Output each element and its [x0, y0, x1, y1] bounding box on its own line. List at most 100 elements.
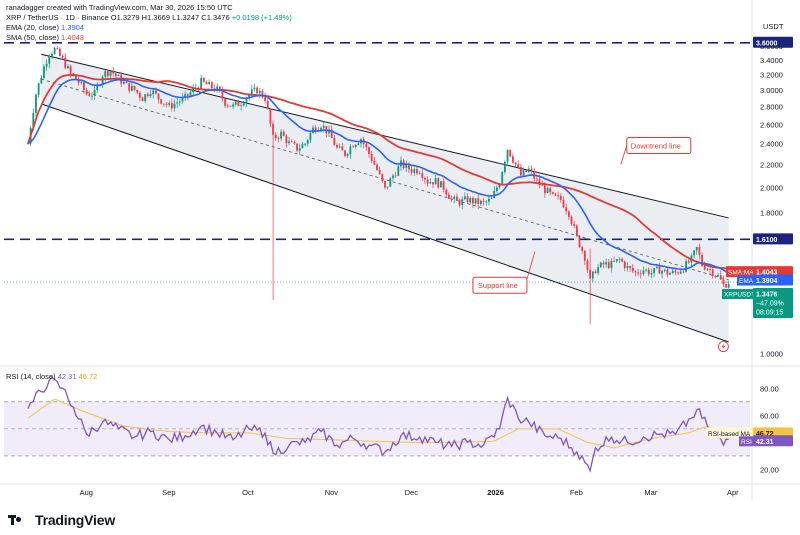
candle-body [93, 90, 96, 96]
candle-body [229, 105, 232, 107]
candle-body [557, 195, 560, 197]
channel-fill [41, 54, 729, 342]
rsi-tick-label: 60.00 [760, 411, 779, 420]
sma-legend-value: 1.4043 [61, 33, 84, 42]
candle-body [43, 66, 45, 78]
candle-body [277, 138, 280, 140]
candle-body [234, 101, 237, 105]
candle-body [562, 199, 565, 208]
price-tick-label: 2.4000 [760, 139, 783, 148]
candle-body [349, 146, 352, 154]
rsi-tag-bg [739, 436, 753, 447]
symbol-title[interactable]: XRP / TetherUS · 1D · Binance [6, 13, 109, 22]
support-label: Support line [478, 281, 518, 290]
rsi-ma-legend-value: 46.72 [78, 372, 98, 381]
rsi-legend[interactable]: RSI (14, close) 42.31 46.72 [6, 372, 97, 381]
candle-body [245, 97, 248, 104]
candle-body [298, 148, 301, 151]
candle-body [701, 254, 703, 266]
candle-body [365, 143, 368, 148]
candle-body [216, 86, 219, 91]
rsi-tick-label: 80.00 [760, 384, 779, 393]
price-tick-label: 3.2000 [760, 70, 783, 79]
rsi-line [27, 376, 729, 473]
rsi-legend-label: RSI (14, close) [6, 372, 56, 381]
candle-body [583, 250, 586, 261]
candle-body [618, 258, 621, 260]
candle-body [344, 150, 346, 156]
candle-body [503, 161, 506, 173]
ema-legend[interactable]: EMA (20, close) 1.3904 [6, 23, 84, 32]
candle-body [485, 201, 488, 203]
candle-body [320, 127, 322, 131]
price-tick-label: 2.6000 [760, 120, 783, 129]
tradingview-branding[interactable]: TradingView [8, 509, 115, 531]
candle-body [306, 140, 309, 144]
candle-body [426, 179, 429, 184]
rsi-ma-tag: RSI-based MA [708, 431, 751, 438]
candle-body [626, 266, 629, 269]
candle-body [639, 273, 642, 275]
symbol-tag: XRPUSDT [724, 292, 755, 299]
candle-body [466, 196, 469, 203]
candle-body [490, 198, 493, 199]
candle-body [133, 85, 136, 90]
candle-body [69, 66, 72, 74]
ema-tag-bg [737, 275, 753, 286]
candle-body [77, 79, 80, 83]
candle-body [136, 89, 139, 93]
candle-body [573, 223, 576, 226]
sma-legend[interactable]: SMA (50, close) 1.4043 [6, 33, 84, 42]
candle-body [290, 141, 293, 143]
candle-body [554, 193, 557, 196]
candle-body [96, 85, 99, 91]
candle-body [416, 169, 418, 174]
candle-body [642, 270, 645, 275]
candle-body [671, 270, 674, 273]
candle-body [232, 104, 235, 107]
candle-body [130, 85, 133, 91]
candle-body [698, 246, 701, 255]
candle-body [445, 189, 448, 195]
candle-body [645, 269, 647, 271]
candle-body [607, 262, 610, 268]
candle-body [91, 95, 93, 97]
symbol-badge-bg [753, 288, 793, 319]
candle-body [397, 166, 400, 176]
rsi-badge-bg [753, 435, 793, 447]
creator-text: ranadagger created with TradingView.com,… [6, 3, 233, 12]
candle-body [543, 185, 546, 194]
candle-body [453, 196, 456, 200]
symbol-change: −47.09% [756, 301, 784, 308]
candle-body [378, 169, 381, 174]
rsi-ma-badge: 46.72 [756, 431, 774, 438]
candle-body [421, 173, 424, 178]
candle-body [221, 91, 224, 99]
ohlc-values: O1.3279 H1.3669 L1.3247 C1.3476 [110, 13, 230, 22]
candle-body [173, 103, 176, 109]
candle-body [472, 197, 474, 204]
candle-body [376, 164, 378, 170]
level-badge-bg [753, 233, 793, 245]
candle-body [288, 141, 290, 144]
downtrend-label: Downtrend line [631, 141, 681, 150]
candle-body [384, 180, 386, 188]
candle-body [610, 260, 613, 268]
candle-body [197, 87, 200, 89]
support-line [41, 103, 729, 343]
candle-body [703, 265, 706, 270]
support-label-box [472, 276, 528, 294]
candle-body [666, 269, 669, 275]
candle-body [634, 271, 637, 273]
candle-body [535, 178, 538, 180]
candle-body [80, 82, 83, 83]
candle-body [613, 260, 616, 262]
candle-body [509, 149, 512, 157]
candle-body [394, 175, 397, 177]
candle-body [370, 153, 373, 162]
downtrend-pointer [620, 145, 628, 165]
candle-body [602, 262, 605, 265]
sma-50-line [27, 73, 729, 270]
candle-body [450, 198, 453, 200]
candle-body [146, 94, 149, 96]
